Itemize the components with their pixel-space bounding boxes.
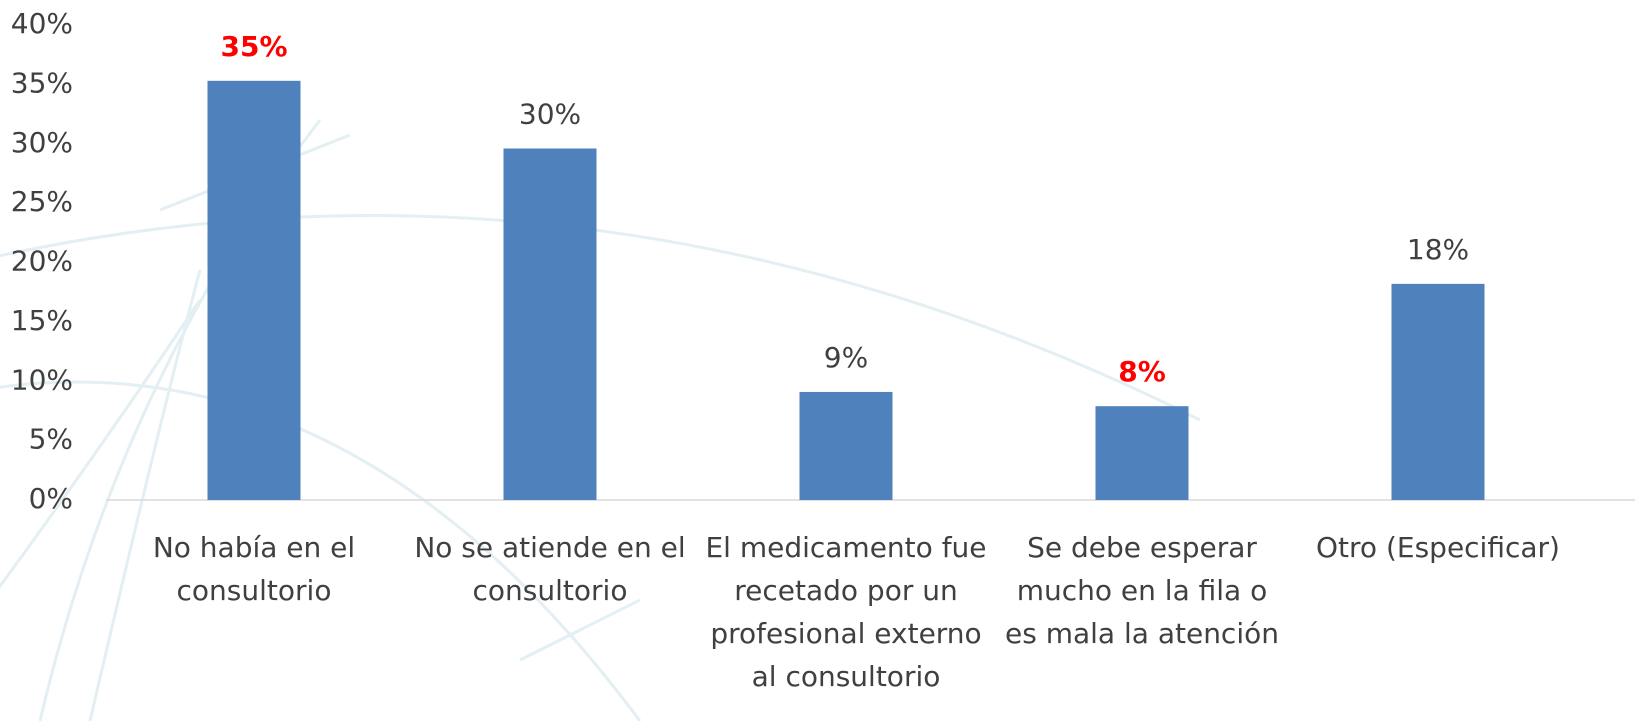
y-tick-label: 15% bbox=[11, 304, 73, 337]
y-tick-label: 5% bbox=[29, 423, 73, 456]
x-tick-label: es mala la atención bbox=[1005, 617, 1279, 650]
data-label: 35% bbox=[220, 30, 287, 63]
x-tick-label: Otro (Especificar) bbox=[1316, 531, 1560, 564]
data-label: 30% bbox=[519, 98, 581, 131]
y-tick-label: 30% bbox=[11, 126, 73, 159]
x-tick-label: al consultorio bbox=[752, 660, 941, 693]
x-tick-label: consultorio bbox=[177, 574, 332, 607]
x-tick-label: recetado por un bbox=[734, 574, 958, 607]
x-tick-label: profesional externo bbox=[710, 617, 981, 650]
y-tick-label: 20% bbox=[11, 245, 73, 278]
data-label: 18% bbox=[1407, 233, 1469, 266]
y-tick-label: 40% bbox=[11, 7, 73, 40]
y-tick-label: 25% bbox=[11, 185, 73, 218]
bar bbox=[503, 148, 597, 500]
x-tick-label: No había en el bbox=[153, 531, 355, 564]
y-tick-label: 10% bbox=[11, 363, 73, 396]
bar bbox=[799, 391, 893, 500]
x-tick-label: consultorio bbox=[473, 574, 628, 607]
y-tick-label: 0% bbox=[29, 482, 73, 515]
bar bbox=[1391, 283, 1485, 500]
x-tick-label: Se debe esperar bbox=[1027, 531, 1257, 564]
x-tick-label: El medicamento fue bbox=[705, 531, 986, 564]
data-label: 8% bbox=[1118, 355, 1166, 388]
x-tick-label: No se atiende en el bbox=[414, 531, 685, 564]
bar bbox=[207, 80, 301, 500]
x-tick-label: mucho en la fila o bbox=[1017, 574, 1268, 607]
y-tick-label: 35% bbox=[11, 66, 73, 99]
data-label: 9% bbox=[824, 341, 868, 374]
bar bbox=[1095, 406, 1189, 500]
